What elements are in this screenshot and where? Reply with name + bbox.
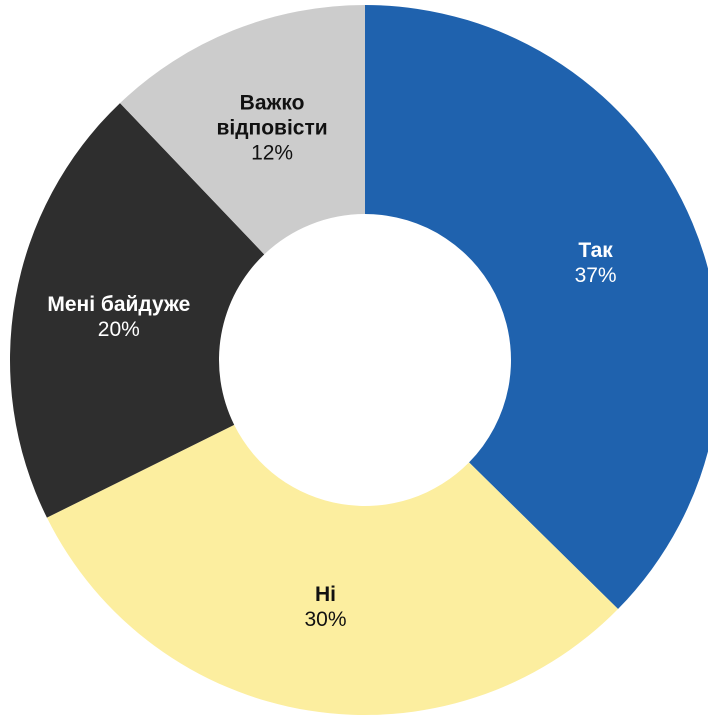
slice-label: Важко відповісти 12% <box>192 90 352 165</box>
category-label: Ні <box>314 582 336 606</box>
category-label: Так <box>578 239 613 263</box>
value-label: 37% <box>574 264 617 288</box>
value-label: 30% <box>304 607 347 631</box>
slice-label: Мені байдуже 20% <box>39 292 199 342</box>
donut-slice <box>46 424 619 715</box>
value-label: 12% <box>251 141 294 165</box>
slice-label: Ні 30% <box>245 582 405 632</box>
donut-slice <box>9 103 265 518</box>
category-label: Важко відповісти <box>216 91 328 140</box>
category-label: Мені байдуже <box>47 292 191 316</box>
slice-label: Так 37% <box>516 238 676 288</box>
donut-slice <box>120 5 366 255</box>
donut-slice <box>365 5 708 610</box>
value-label: 20% <box>97 317 140 341</box>
